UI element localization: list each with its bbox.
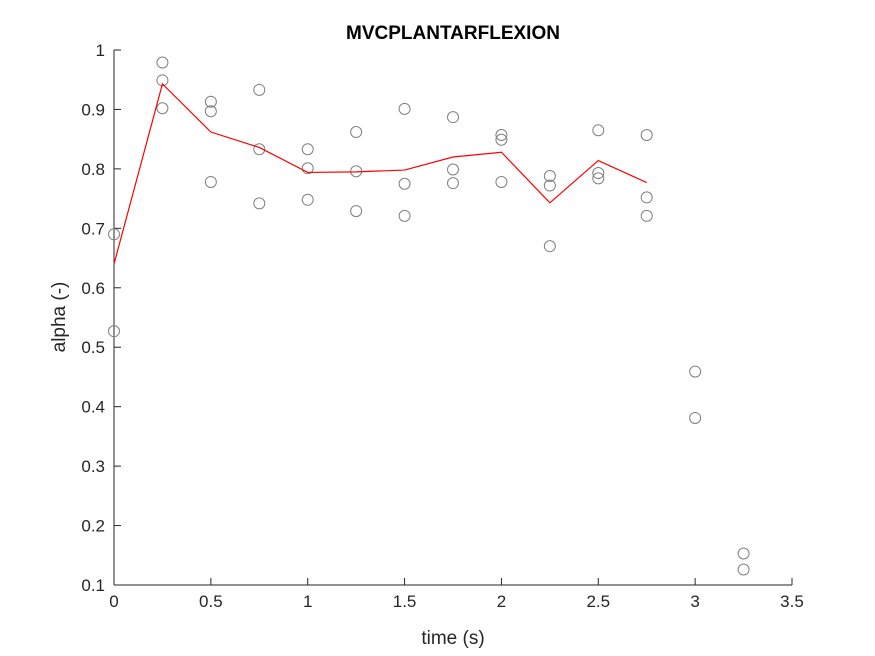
y-axis-label: alpha (-)	[49, 282, 70, 353]
data-point	[204, 175, 217, 188]
data-point	[447, 163, 459, 176]
data-point	[108, 325, 120, 338]
y-tick-label: 0.3	[81, 457, 105, 476]
y-tick-label: 0.8	[81, 160, 105, 179]
x-tick-label: 2.5	[586, 592, 610, 611]
data-point	[543, 179, 556, 192]
data-point	[398, 177, 411, 190]
data-point	[447, 111, 459, 124]
data-point	[253, 143, 266, 156]
y-tick-label: 0.2	[81, 517, 105, 536]
data-point	[640, 191, 653, 204]
data-point	[350, 205, 363, 218]
y-tick-label: 0.9	[81, 100, 105, 119]
data-point	[301, 162, 314, 175]
data-point	[204, 105, 217, 118]
data-point	[156, 102, 169, 115]
x-tick-label: 0.5	[199, 592, 223, 611]
x-axis-label: time (s)	[421, 628, 484, 649]
x-tick-label: 1.5	[393, 592, 417, 611]
data-point	[543, 170, 556, 183]
data-point	[156, 56, 169, 69]
data-point	[495, 175, 508, 188]
data-point	[689, 365, 702, 378]
x-tick-label: 0	[109, 592, 118, 611]
mean-line	[113, 82, 647, 265]
data-point	[253, 83, 266, 96]
plot-area	[108, 56, 750, 576]
x-tick-label: 3.5	[780, 592, 804, 611]
data-point	[447, 177, 459, 190]
y-tick-label: 0.6	[81, 279, 105, 298]
axes: 0 0.5 1 1.5 2 2.5 3 3.5 0.1 0.2 0.3 0.4 0.5 0.6 0.7 0.8…	[81, 41, 803, 611]
data-point	[592, 124, 605, 137]
data-point	[301, 143, 314, 156]
data-point	[253, 197, 266, 210]
data-point	[495, 129, 508, 142]
data-point	[204, 95, 217, 108]
data-point	[543, 240, 556, 253]
y-tick-label: 1	[96, 41, 105, 60]
y-tick-label: 0.1	[81, 576, 105, 595]
data-point	[737, 547, 750, 560]
y-tick-label: 0.7	[81, 219, 105, 238]
x-tick-label: 3	[690, 592, 699, 611]
y-tick-label: 0.5	[81, 338, 105, 357]
data-point	[592, 172, 605, 185]
data-point	[398, 209, 411, 222]
x-tick-label: 2	[497, 592, 506, 611]
data-point	[737, 563, 750, 576]
data-point	[495, 133, 508, 146]
data-point	[301, 193, 314, 206]
y-tick-label: 0.4	[81, 398, 105, 417]
chart-title: MVCPLANTARFLEXION	[346, 23, 560, 44]
data-point	[350, 126, 363, 139]
data-point	[640, 129, 653, 142]
data-point	[640, 209, 653, 222]
data-point	[398, 102, 411, 115]
data-point	[592, 167, 605, 180]
data-point	[689, 411, 702, 424]
x-tick-label: 1	[303, 592, 312, 611]
data-point	[108, 228, 120, 241]
